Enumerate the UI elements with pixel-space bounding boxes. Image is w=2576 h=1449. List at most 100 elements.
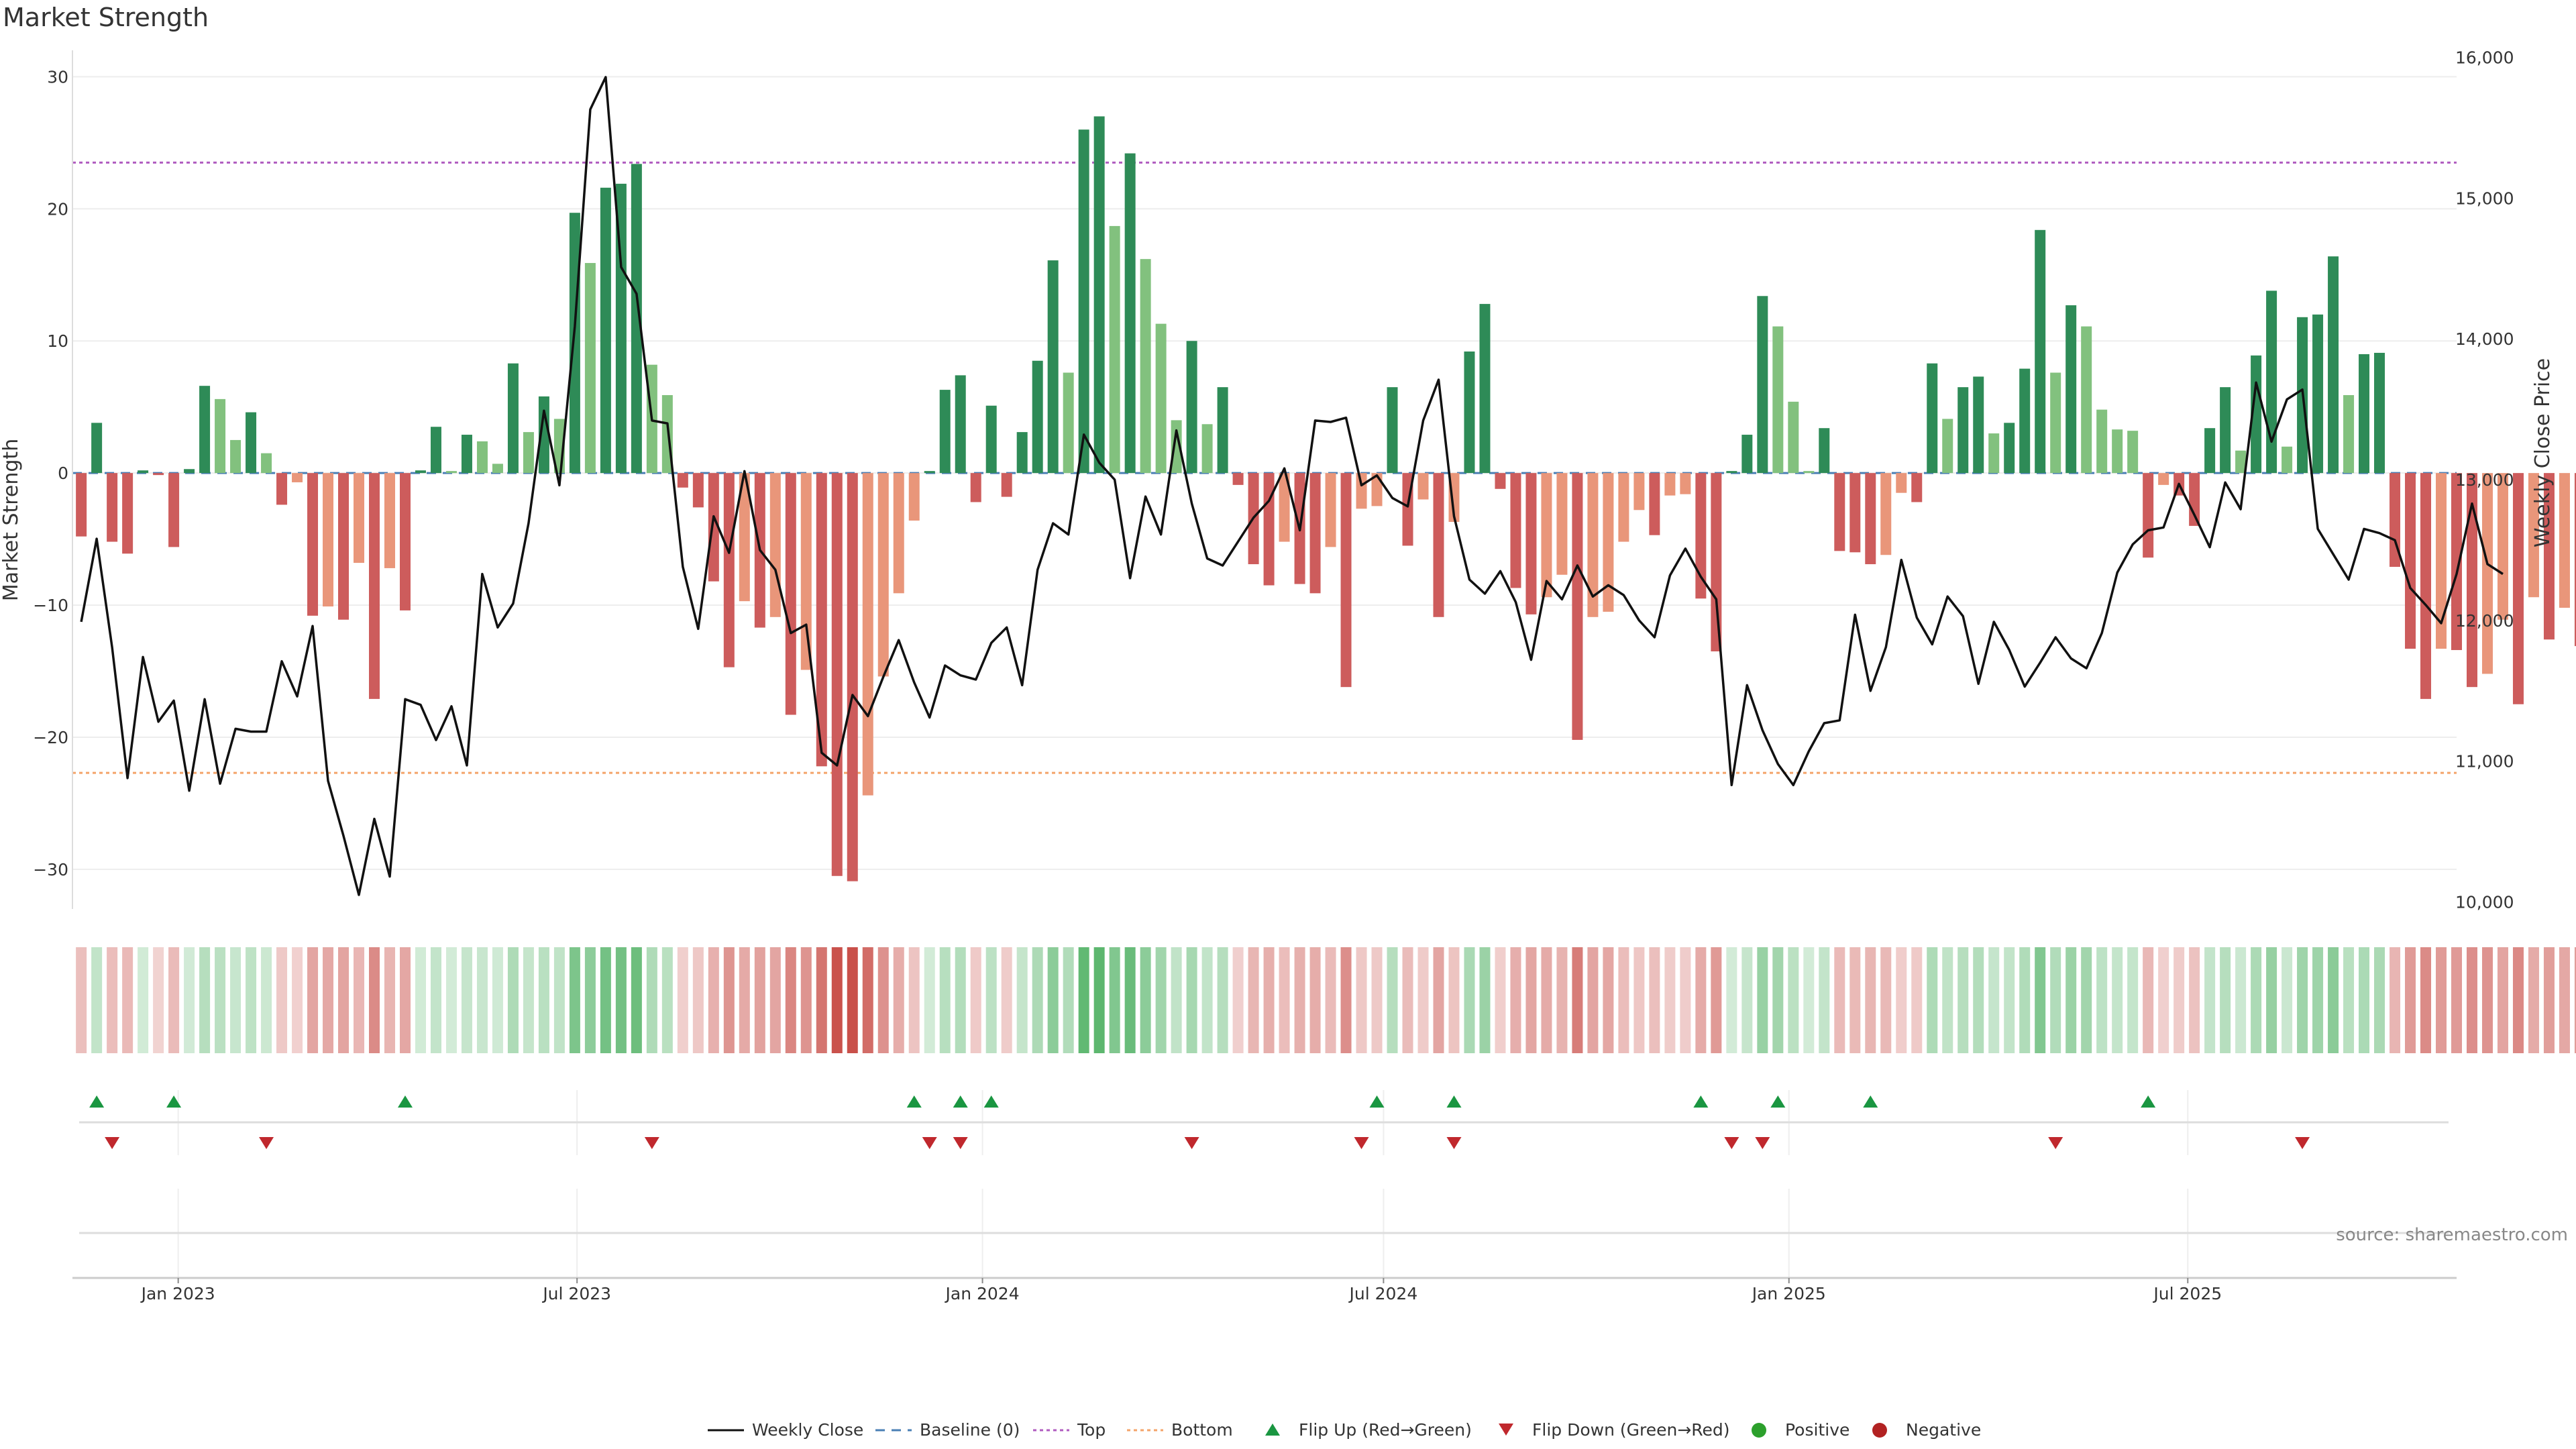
strength-bar <box>908 473 920 521</box>
heat-cell <box>1371 947 1383 1053</box>
strength-bar <box>168 473 180 547</box>
heat-cell <box>1741 947 1753 1053</box>
strength-bar <box>1973 376 1984 474</box>
heat-cell <box>661 947 673 1053</box>
strength-bar <box>1140 259 1151 474</box>
flip-down-marker <box>1724 1137 1739 1149</box>
strength-bar <box>538 396 549 474</box>
strength-bar <box>2266 290 2277 474</box>
heat-cell <box>1016 947 1028 1053</box>
flip-down-marker <box>105 1137 120 1149</box>
heat-cell <box>785 947 796 1053</box>
heat-cell <box>1865 947 1876 1053</box>
strength-bar <box>2528 473 2539 598</box>
flip-up-marker <box>906 1095 922 1108</box>
heat-cell <box>2466 947 2477 1053</box>
strength-bar <box>1711 473 1722 651</box>
strength-bar <box>569 213 580 474</box>
y-tick-label: 0 <box>58 464 68 483</box>
heat-cell <box>492 947 503 1053</box>
legend-item: Baseline (0) <box>875 1420 1020 1440</box>
strength-bar <box>153 473 164 476</box>
heat-cell <box>2374 947 2385 1053</box>
strength-bar <box>415 470 426 474</box>
heat-cell <box>924 947 935 1053</box>
heat-cell <box>1911 947 1923 1053</box>
y2-tick-label: 16,000 <box>2455 48 2514 67</box>
y-axis-label: Market Strength <box>0 439 23 601</box>
weekly-close-line <box>80 76 2504 896</box>
strength-bar <box>1356 473 1367 509</box>
heat-cell <box>615 947 627 1053</box>
heat-cell <box>1695 947 1707 1053</box>
heat-cell <box>1711 947 1722 1053</box>
flip-up-marker <box>89 1095 105 1108</box>
x-tick-label: Jul 2025 <box>2152 1284 2222 1303</box>
strength-bar <box>1217 387 1228 474</box>
heat-cell <box>2143 947 2154 1053</box>
heat-cell <box>2220 947 2231 1053</box>
heat-cell <box>1201 947 1213 1053</box>
heat-cell <box>754 947 765 1053</box>
strength-bar <box>1927 363 1938 474</box>
flip-down-marker <box>2295 1137 2310 1149</box>
legend: Weekly Close Baseline (0) Top Bottom Flip Up… <box>708 1420 1981 1440</box>
strength-bar <box>138 470 149 474</box>
heat-cell <box>1618 947 1629 1053</box>
strength-bar <box>2390 473 2401 567</box>
strength-bar <box>230 439 241 474</box>
strength-bar <box>2543 473 2555 640</box>
heat-cell <box>261 947 272 1053</box>
flip-up-marker <box>953 1095 968 1108</box>
flip-up-marker <box>1446 1095 1462 1108</box>
heat-cell <box>276 947 288 1053</box>
heat-cell <box>1340 947 1352 1053</box>
strength-bar <box>1093 116 1105 474</box>
strength-bar <box>1171 420 1182 474</box>
y-tick-label: −30 <box>33 860 68 879</box>
legend-label: Negative <box>1906 1420 1981 1440</box>
strength-bar <box>1124 153 1136 474</box>
flip-up-marker <box>1863 1095 1878 1108</box>
strength-bar <box>2189 473 2200 526</box>
x-axis: Jan 2023 Jul 2023 Jan 2024 Jul 2024 Jan 2025… <box>72 1277 2457 1303</box>
legend-swatch <box>1265 1424 1280 1436</box>
heat-cell <box>800 947 812 1053</box>
strength-bar <box>2559 473 2570 608</box>
y2-tick-label: 10,000 <box>2455 893 2514 912</box>
heat-cell <box>399 947 411 1053</box>
strength-bar <box>292 473 303 482</box>
heat-cell <box>2528 947 2539 1053</box>
heat-cell <box>246 947 257 1053</box>
strength-bar <box>461 435 472 474</box>
strength-bar <box>1417 473 1429 500</box>
heat-cell <box>1047 947 1059 1053</box>
legend-label: Weekly Close <box>752 1420 863 1440</box>
heat-cell <box>816 947 827 1053</box>
strength-bar <box>368 473 380 699</box>
y-tick-label: −10 <box>33 596 68 615</box>
strength-bar <box>2096 409 2108 474</box>
heat-cell <box>2359 947 2370 1053</box>
heat-cell <box>2481 947 2493 1053</box>
heat-cell <box>2096 947 2108 1053</box>
y2-tick-label: 13,000 <box>2455 470 2514 490</box>
flip-down-marker <box>1354 1137 1369 1149</box>
legend-label: Bottom <box>1171 1420 1233 1440</box>
heat-cell <box>1294 947 1305 1053</box>
strength-bar <box>1880 473 1892 555</box>
strength-bar <box>2374 352 2385 474</box>
strength-bar <box>800 473 812 670</box>
legend-item: Flip Up (Red→Green) <box>1265 1420 1472 1440</box>
strength-bar <box>91 423 103 474</box>
heat-cell <box>1572 947 1583 1053</box>
strength-bar <box>1232 473 1244 485</box>
heat-cell <box>1124 947 1136 1053</box>
heat-cell <box>1433 947 1444 1053</box>
heat-cell <box>2574 947 2576 1053</box>
heat-cell <box>1896 947 1907 1053</box>
strength-bar <box>1078 129 1089 474</box>
legend-item: Weekly Close <box>708 1420 863 1440</box>
gridlines <box>72 76 2457 870</box>
strength-bar <box>1279 473 1290 542</box>
